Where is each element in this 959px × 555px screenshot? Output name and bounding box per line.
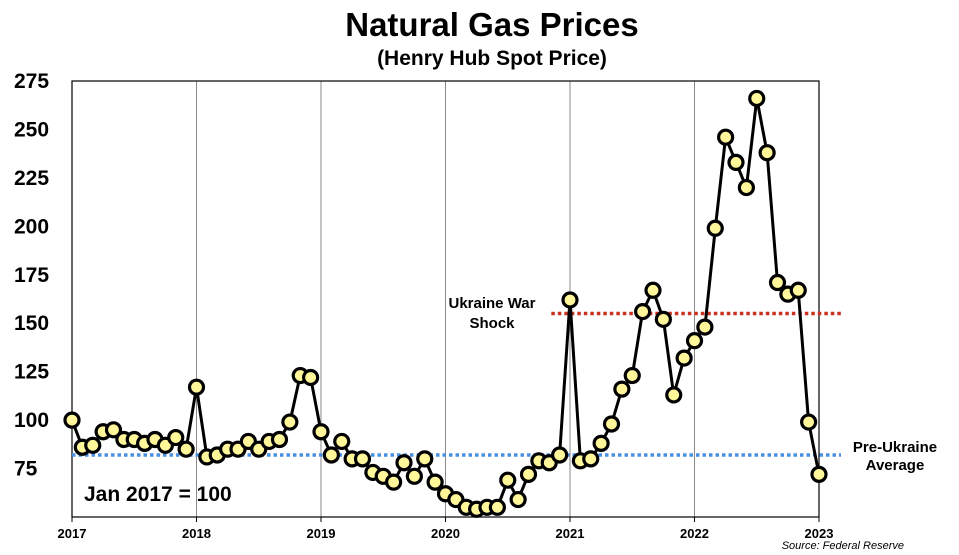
data-point-21	[281, 413, 299, 431]
data-point-31	[385, 473, 403, 491]
data-point-33	[405, 467, 423, 485]
data-point-68	[768, 273, 787, 292]
y-tick-label: 225	[14, 167, 49, 190]
preukraine-label-line2: Average	[866, 457, 925, 474]
data-point-32	[395, 454, 413, 472]
data-point-70	[789, 281, 807, 299]
data-point-25	[322, 446, 340, 464]
chart-title: Natural Gas Prices	[345, 6, 639, 43]
ukraine-label-line2: Shock	[469, 315, 515, 332]
data-point-54	[623, 366, 641, 385]
x-tick-label: 2018	[182, 526, 211, 541]
y-tick-label: 125	[14, 361, 49, 384]
data-point-61	[696, 318, 714, 336]
data-point-42	[499, 471, 517, 489]
data-point-66	[748, 89, 766, 108]
data-point-50	[582, 450, 600, 468]
x-tick-label: 2021	[556, 526, 585, 541]
data-point-56	[644, 281, 662, 299]
data-point-71	[800, 413, 818, 431]
data-point-53	[613, 380, 631, 398]
data-point-63	[717, 128, 735, 146]
x-tick-label: 2019	[307, 526, 336, 541]
data-point-55	[634, 302, 652, 321]
data-point-44	[519, 465, 538, 483]
x-axis-ticks: 2017 2018 2019 2020 2021 2022 2023	[58, 517, 834, 541]
data-point-64	[727, 153, 745, 171]
data-point-26	[333, 432, 351, 451]
y-tick-label: 75	[14, 458, 38, 481]
data-point-10	[167, 428, 185, 447]
data-point-57	[654, 310, 672, 328]
data-point-60	[685, 332, 704, 350]
data-point-20	[270, 430, 289, 449]
data-point-67	[758, 144, 776, 162]
y-tick-label: 250	[14, 118, 49, 141]
data-point-62	[706, 219, 724, 237]
data-point-51	[592, 434, 610, 452]
preukraine-label-line1: Pre-Ukraine	[853, 439, 937, 456]
y-axis-ticks: 75 100 125 150 175 200 225 250 275	[14, 70, 49, 481]
y-tick-label: 175	[14, 264, 49, 287]
data-point-59	[675, 349, 693, 367]
data-point-58	[665, 386, 683, 404]
source-note: Source: Federal Reserve	[782, 540, 904, 552]
y-tick-label: 100	[14, 409, 49, 432]
data-point-41	[488, 498, 506, 516]
data-point-65	[737, 178, 755, 197]
data-point-0	[63, 411, 81, 429]
index-note: Jan 2017 = 100	[84, 483, 232, 506]
data-point-23	[302, 368, 320, 387]
data-point-43	[509, 490, 527, 509]
grid	[196, 81, 695, 517]
data-point-24	[312, 423, 330, 441]
x-tick-label: 2023	[805, 526, 834, 541]
data-point-2	[84, 436, 102, 454]
x-tick-label: 2017	[58, 526, 87, 541]
data-point-48	[561, 291, 579, 309]
data-point-4	[104, 421, 123, 439]
y-tick-label: 150	[14, 312, 49, 335]
y-tick-label: 275	[14, 70, 49, 93]
data-point-12	[187, 378, 206, 396]
data-point-72	[810, 465, 828, 483]
data-point-47	[551, 446, 569, 464]
y-tick-label: 200	[14, 215, 49, 238]
x-tick-label: 2020	[431, 526, 460, 541]
ukraine-label-line1: Ukraine War	[449, 295, 536, 312]
data-point-28	[353, 450, 372, 468]
data-point-35	[426, 473, 444, 491]
data-point-52	[602, 415, 621, 433]
series	[63, 89, 828, 518]
chart-subtitle: (Henry Hub Spot Price)	[377, 47, 607, 70]
reference-lines	[72, 311, 841, 457]
data-point-11	[177, 440, 195, 458]
data-point-34	[416, 450, 434, 468]
x-tick-label: 2022	[680, 526, 709, 541]
